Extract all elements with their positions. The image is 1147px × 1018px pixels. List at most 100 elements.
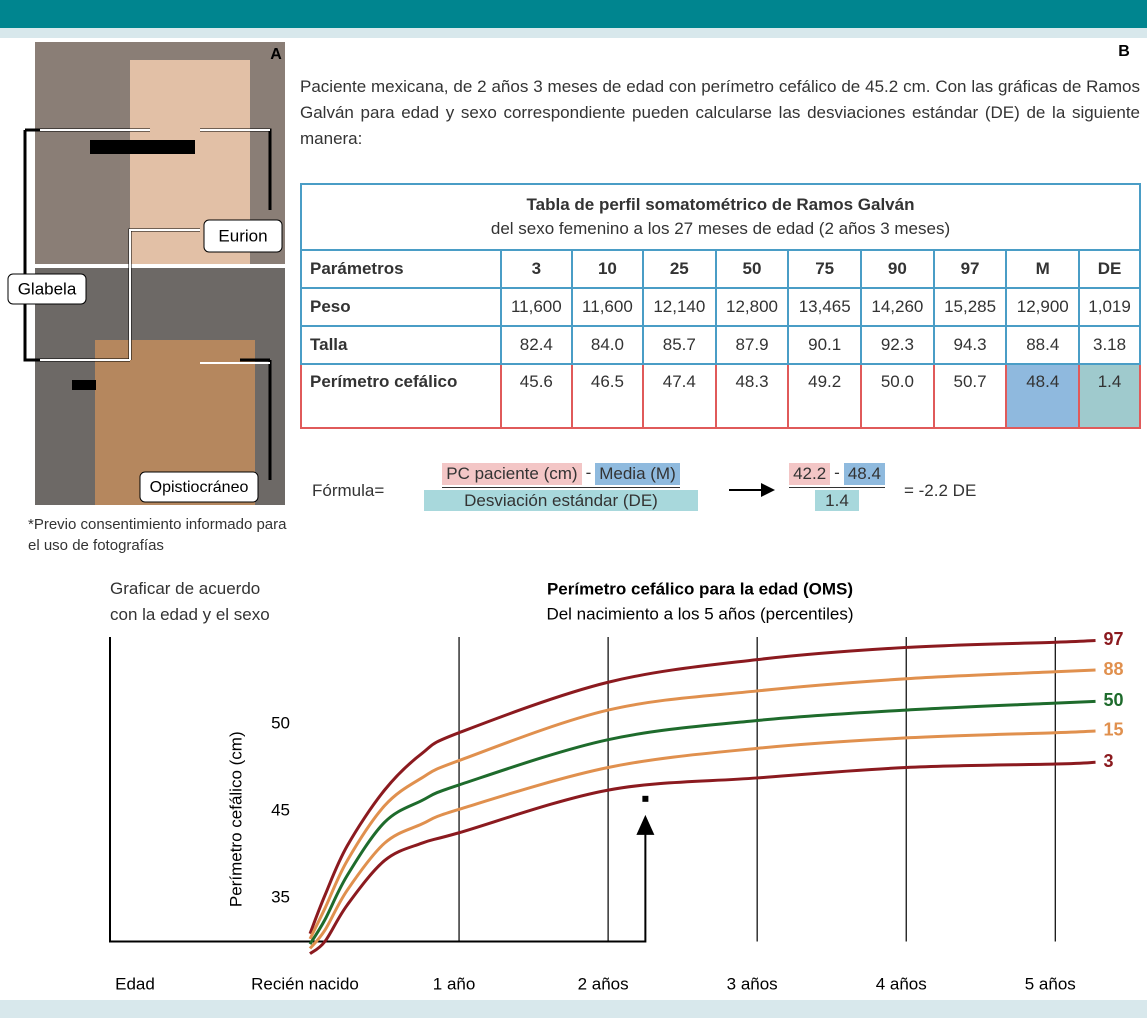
x-tick-label: 2 años	[578, 974, 629, 993]
header-cell: 90	[860, 249, 935, 289]
cell: 87.9	[714, 325, 790, 365]
table: Tabla de perfil somatométrico de Ramos G…	[300, 183, 1141, 429]
cell: 90.1	[787, 325, 863, 365]
header-cell: 50	[714, 249, 790, 289]
cell: 12,800	[714, 287, 790, 327]
fraction: 42.2 - 48.4 1.4	[772, 463, 902, 511]
fraction: PC paciente (cm) - Media (M) Desviación …	[398, 463, 724, 511]
cell: 1.4	[1078, 363, 1141, 429]
pointer-line	[109, 637, 647, 943]
cell: 82.4	[499, 325, 573, 365]
cell: 85.7	[641, 325, 717, 365]
cell: 12,140	[641, 287, 717, 327]
x-tick-label: 5 años	[1025, 974, 1076, 993]
cell: 49.2	[787, 363, 863, 429]
cell: 47.4	[641, 363, 717, 429]
percentile-line	[308, 638, 1096, 935]
cell: 12,900	[1005, 287, 1081, 327]
cell: 48.3	[714, 363, 790, 429]
annotation: Opistiocráneo	[150, 479, 249, 496]
result: = -2.2 DE	[904, 481, 977, 500]
percentile-line	[308, 699, 1096, 945]
cell: 50.7	[932, 363, 1008, 429]
instruction: Graficar de acuerdo con la edad y el sex…	[110, 579, 270, 624]
cell: 50.0	[860, 363, 935, 429]
term: 48.4	[843, 463, 885, 485]
numerator: 42.2 - 48.4	[789, 463, 885, 488]
term: Media (M)	[595, 463, 680, 485]
header-row: Parámetros 3 10 25 50 75 90 97 M DE	[300, 249, 1141, 289]
operator: -	[834, 463, 840, 482]
y-tick-label: 50	[271, 713, 290, 732]
series-label: 97	[1104, 629, 1124, 649]
percentile-line	[309, 760, 1096, 955]
table-subtitle: del sexo femenino a los 27 meses de edad…	[490, 219, 951, 238]
cell: 1,019	[1078, 287, 1141, 327]
header-cell: 10	[570, 249, 644, 289]
percentile-line	[308, 668, 1096, 940]
x-tick-label: 3 años	[727, 974, 778, 993]
paragraph: Paciente mexicana, de 2 años 3 meses de …	[300, 77, 1140, 148]
chart-title: Perímetro cefálico para la edad (OMS)	[547, 579, 853, 598]
censor-bar	[72, 380, 96, 390]
cell: 15,285	[932, 287, 1008, 327]
denominator: Desviación estándar (DE)	[424, 490, 698, 511]
bottom-strip	[0, 1000, 1147, 1018]
series-label: 50	[1104, 690, 1124, 710]
label-box	[7, 273, 87, 305]
annotation: Glabela	[18, 279, 77, 298]
cell: 11,600	[499, 287, 573, 327]
x-tick-label: 4 años	[876, 974, 927, 993]
series-label: 3	[1104, 751, 1114, 771]
x-tick-label: 1 año	[433, 974, 476, 993]
x-tick-label: Recién nacido	[251, 974, 359, 993]
header-cell: DE	[1078, 249, 1141, 289]
numerator: PC paciente (cm) - Media (M)	[442, 463, 680, 488]
cell: 94.3	[932, 325, 1008, 365]
series-label: 15	[1104, 720, 1124, 740]
header-cell: 75	[787, 249, 863, 289]
header-cell: 3	[499, 249, 573, 289]
cell: 92.3	[860, 325, 935, 365]
cell: 13,465	[787, 287, 863, 327]
label-box	[203, 219, 283, 253]
annotation: Eurion	[218, 226, 267, 245]
top-strip	[0, 28, 1147, 38]
y-tick-label: 45	[271, 800, 290, 819]
term: PC paciente (cm)	[442, 463, 582, 485]
header-cell: 25	[641, 249, 717, 289]
table-row: Perímetro cefálico 45.6 46.5 47.4 48.3 49.2 50…	[300, 363, 1141, 429]
term: 42.2	[789, 463, 831, 485]
pointer-arrowhead	[636, 814, 655, 835]
header-cell: Parámetros	[300, 249, 502, 289]
table-title: Tabla de perfil somatométrico de Ramos G…	[526, 195, 915, 214]
cell: 88.4	[1005, 325, 1081, 365]
table-row: Talla 82.4 84.0 85.7 87.9 90.1 92.3 94.3 88.4 3.1…	[300, 325, 1141, 365]
chart-subtitle: Del nacimiento a los 5 años (percentiles…	[546, 604, 853, 623]
row-header: Perímetro cefálico	[300, 363, 502, 429]
term: Desviación estándar (DE)	[424, 490, 698, 511]
operator: -	[585, 463, 592, 482]
cell: 46.5	[570, 363, 644, 429]
cell: 11,600	[570, 287, 644, 327]
table-caption-row: Tabla de perfil somatométrico de Ramos G…	[300, 183, 1141, 251]
y-tick-label: 35	[271, 887, 290, 906]
panel-label: B	[1118, 43, 1130, 60]
cell: 3.18	[1078, 325, 1141, 365]
arrows	[40, 129, 270, 364]
term: 1.4	[815, 490, 859, 511]
denominator: 1.4	[815, 490, 859, 511]
header-cell: M	[1005, 249, 1081, 289]
header-cell: 97	[932, 249, 1008, 289]
cell: 14,260	[860, 287, 935, 327]
panel-label: A	[270, 46, 282, 63]
row-header: Peso	[300, 287, 502, 327]
series-label: 88	[1104, 659, 1124, 679]
table-row: Peso 11,600 11,600 12,140 12,800 13,465 14,260…	[300, 287, 1141, 327]
table-caption: Tabla de perfil somatométrico de Ramos G…	[300, 183, 1141, 251]
y-axis-label: Perímetro cefálico (cm)	[226, 731, 245, 907]
x-axis-label: Edad	[115, 974, 155, 993]
caption: *Previo consentimiento informado para el…	[28, 516, 287, 554]
cell: 84.0	[570, 325, 644, 365]
